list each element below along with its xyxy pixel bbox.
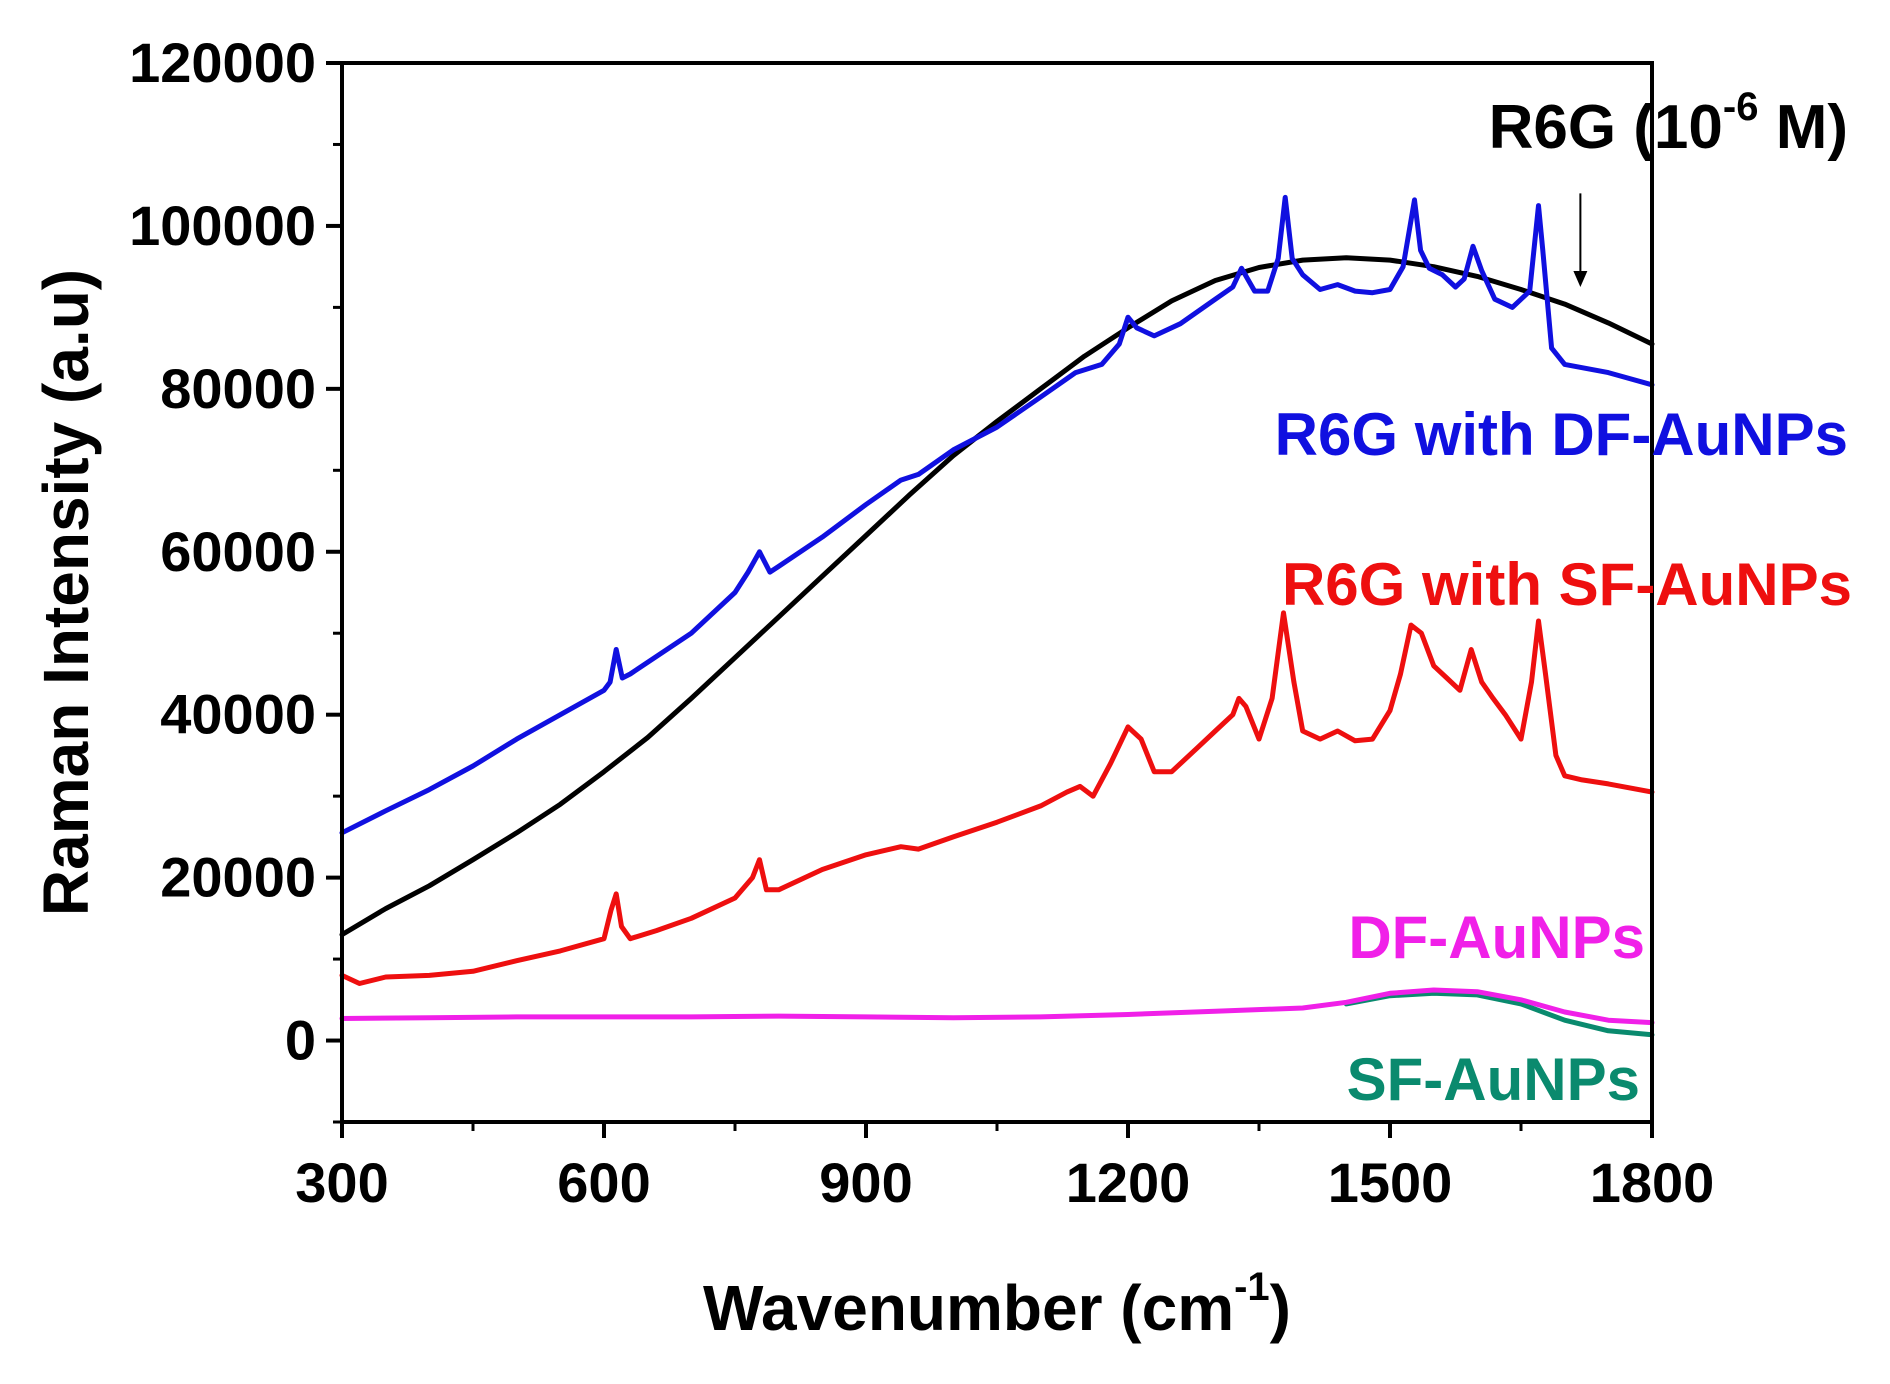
annotation-sup: -6: [1723, 85, 1759, 129]
x-tick-label: 1800: [1590, 1151, 1715, 1214]
series-line-sf-aunps: [1343, 990, 1655, 1038]
annotation-tail: M): [1758, 93, 1848, 162]
x-axis-title-sup: -1: [1234, 1265, 1270, 1309]
y-tick-label: 120000: [129, 31, 316, 94]
series-labels: R6G with DF-AuNPs R6G with SF-AuNPs DF-A…: [1275, 401, 1852, 1113]
x-tick-label: 1200: [1066, 1151, 1191, 1214]
y-tick-label: 20000: [160, 846, 316, 909]
y-tick-label: 80000: [160, 357, 316, 420]
series-label-df: DF-AuNPs: [1348, 904, 1645, 971]
x-axis-title-close: ): [1270, 1272, 1291, 1344]
annotation-arrowhead: [1573, 271, 1588, 288]
y-tick-label: 40000: [160, 683, 316, 746]
plot-area-frame: [340, 61, 1654, 1124]
y-tick-label: 100000: [129, 194, 316, 257]
series-label-r6g-sf: R6G with SF-AuNPs: [1282, 551, 1852, 618]
y-axis-title: Raman Intensity (a.u): [30, 269, 102, 916]
x-tick-label: 1500: [1328, 1151, 1453, 1214]
series-label-r6g-df: R6G with DF-AuNPs: [1275, 401, 1848, 468]
series-line-df-aunps: [339, 987, 1655, 1026]
x-axis-title-main: Wavenumber (cm: [703, 1272, 1234, 1344]
x-tick-label: 600: [557, 1151, 650, 1214]
y-tick-label: 60000: [160, 520, 316, 583]
y-tick-label: 0: [285, 1009, 316, 1072]
x-axis-title: Wavenumber (cm-1): [703, 1265, 1291, 1344]
annotation-main: R6G (10: [1489, 93, 1723, 162]
series-label-sf: SF-AuNPs: [1347, 1046, 1640, 1113]
x-tick-label: 300: [295, 1151, 388, 1214]
tick-labels: 300 600 900 1200 1500 1800 0 20000 40000 60000 800…: [129, 31, 1714, 1214]
series-line-r6g: [339, 255, 1655, 938]
r6g-concentration-annotation: R6G (10-6 M): [1489, 85, 1848, 162]
series-line-r6g-df-aunps: [339, 194, 1655, 836]
series-lines: [339, 194, 1655, 1038]
series-line-r6g-sf-aunps: [339, 610, 1655, 986]
x-tick-label: 900: [819, 1151, 912, 1214]
